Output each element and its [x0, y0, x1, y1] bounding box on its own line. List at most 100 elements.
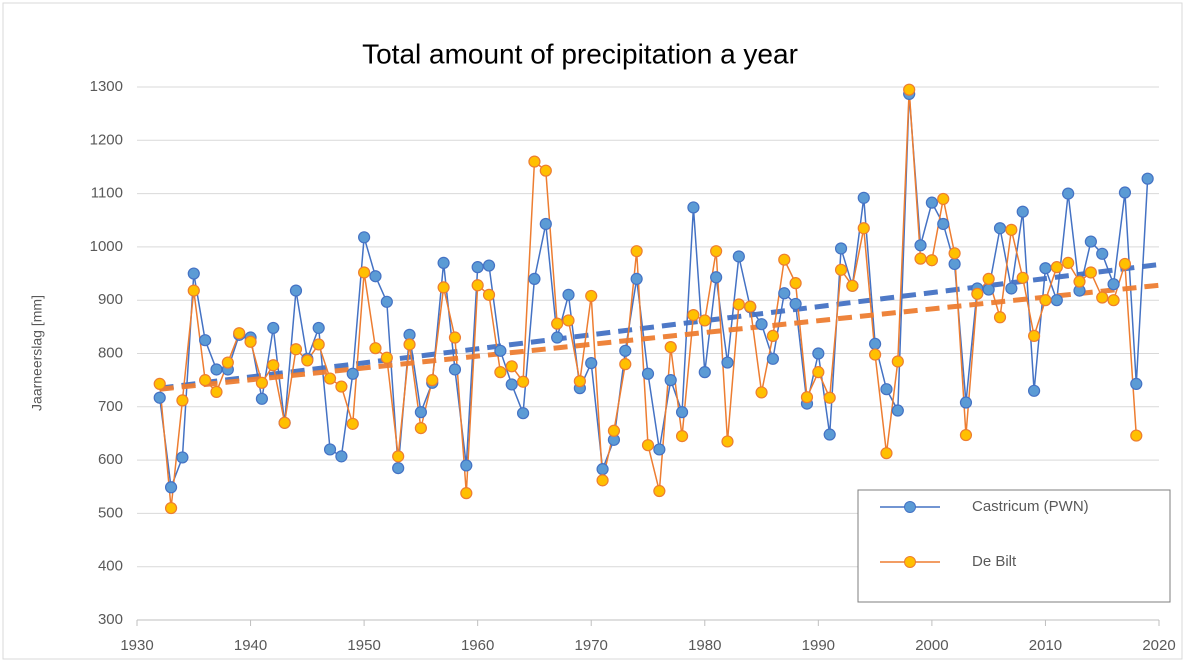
point [766, 329, 780, 343]
point [153, 391, 166, 404]
point [323, 443, 337, 456]
point [471, 261, 484, 274]
point [585, 356, 598, 370]
point [721, 435, 734, 448]
point [959, 428, 973, 442]
chart-title: Total amount of precipitation a year [362, 38, 798, 69]
point [267, 359, 280, 372]
point [869, 348, 882, 361]
y-tick-label: 600 [98, 451, 123, 468]
point [562, 288, 575, 301]
x-tick-label: 2000 [915, 637, 948, 654]
point [414, 406, 427, 419]
point [1118, 186, 1132, 199]
point [164, 501, 178, 515]
point [1107, 278, 1120, 291]
point [925, 196, 938, 209]
point [948, 247, 961, 260]
point [1039, 294, 1052, 307]
point [380, 351, 393, 364]
point [289, 284, 303, 297]
point [630, 245, 643, 258]
point [732, 298, 745, 311]
point [153, 377, 166, 390]
point [1016, 205, 1029, 218]
point [789, 277, 802, 290]
point [1073, 275, 1086, 288]
point [925, 254, 938, 267]
point [539, 217, 552, 231]
point [1130, 377, 1143, 390]
point [551, 331, 564, 344]
point [289, 343, 303, 356]
point [766, 352, 780, 365]
point [880, 447, 893, 460]
point [346, 367, 359, 380]
point [1130, 429, 1143, 442]
point [1016, 271, 1029, 284]
point [494, 366, 507, 379]
point [323, 372, 337, 385]
point [516, 407, 530, 420]
point [1005, 223, 1018, 236]
point [937, 217, 950, 231]
point [857, 191, 870, 204]
legend-label: De Bilt [972, 553, 1017, 570]
point [880, 383, 893, 396]
point [505, 360, 518, 373]
point [369, 270, 382, 283]
point [1107, 294, 1120, 307]
point [346, 417, 359, 430]
x-tick-label: 2010 [1029, 637, 1062, 654]
point [823, 391, 836, 404]
point [471, 279, 484, 292]
y-tick-label: 900 [98, 291, 123, 308]
point [1084, 266, 1097, 279]
legend-marker [904, 501, 916, 513]
point [619, 344, 632, 357]
legend-marker [904, 556, 916, 568]
point [653, 484, 666, 498]
point [176, 451, 189, 464]
point [778, 287, 791, 300]
point [585, 289, 598, 303]
point [641, 367, 655, 380]
point [437, 281, 450, 294]
y-tick-label: 400 [98, 558, 123, 575]
point [210, 385, 223, 398]
point [914, 239, 927, 252]
point [744, 300, 757, 313]
point [403, 338, 416, 351]
point [891, 404, 904, 417]
point [891, 355, 904, 368]
point [312, 321, 325, 335]
point [982, 283, 995, 296]
point [675, 430, 689, 443]
point [596, 463, 609, 476]
point [914, 252, 927, 265]
point [937, 192, 950, 206]
point [630, 272, 643, 285]
point [482, 288, 496, 301]
point [380, 295, 393, 308]
point [539, 164, 552, 177]
point [732, 250, 745, 263]
point [312, 338, 325, 351]
point [698, 314, 711, 327]
point [255, 392, 269, 405]
point [1084, 235, 1097, 248]
point [641, 439, 655, 452]
point [187, 267, 200, 280]
point [1141, 172, 1154, 185]
trend-line [159, 282, 1160, 392]
point [335, 450, 348, 463]
point [187, 284, 200, 297]
x-tick-label: 1990 [802, 637, 835, 654]
point [426, 374, 439, 387]
point [1027, 384, 1041, 397]
point [664, 374, 677, 387]
point [607, 424, 621, 437]
y-tick-label: 700 [98, 398, 123, 415]
point [278, 416, 291, 429]
point [823, 428, 836, 441]
